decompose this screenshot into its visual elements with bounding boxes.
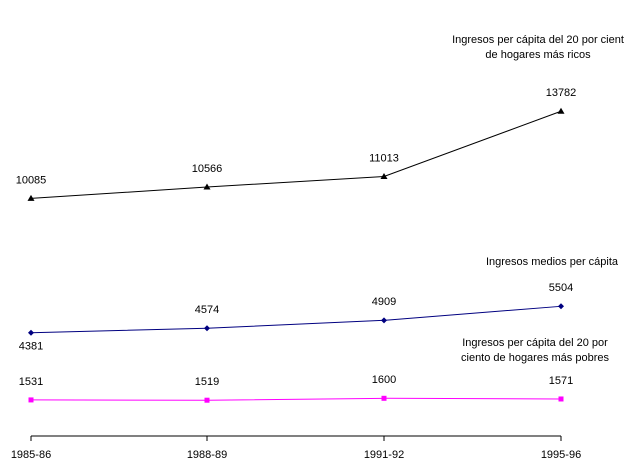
marker bbox=[204, 397, 210, 403]
data-label: 5504 bbox=[549, 282, 573, 294]
marker bbox=[204, 325, 210, 332]
marker bbox=[558, 303, 564, 310]
data-label: 1571 bbox=[549, 375, 573, 387]
line bbox=[30, 397, 562, 401]
marker bbox=[28, 329, 34, 336]
data-label: 10085 bbox=[16, 174, 47, 186]
marker bbox=[27, 194, 35, 201]
data-label: 4574 bbox=[195, 304, 219, 316]
marker bbox=[28, 397, 34, 403]
x-tick-label: 1988-89 bbox=[187, 449, 227, 461]
x-tick-label: 1991-92 bbox=[364, 449, 404, 461]
data-label: 11013 bbox=[369, 152, 399, 164]
marker bbox=[381, 317, 387, 324]
line bbox=[30, 305, 562, 334]
line bbox=[30, 110, 562, 199]
data-label: 13782 bbox=[546, 87, 577, 99]
marker bbox=[380, 173, 388, 180]
marker bbox=[203, 183, 211, 190]
series-label: Ingresos per cápita del 20 por cient de … bbox=[452, 34, 624, 61]
series-label: Ingresos medios per cápita bbox=[485, 256, 619, 268]
marker bbox=[381, 395, 387, 401]
data-label: 4381 bbox=[19, 341, 43, 353]
marker bbox=[557, 107, 565, 114]
x-tick-label: 1995-96 bbox=[541, 449, 581, 461]
data-label: 1519 bbox=[195, 376, 219, 388]
marker bbox=[558, 396, 564, 402]
series-label: Ingresos per cápita del 20 por ciento de… bbox=[461, 337, 609, 364]
data-label: 1600 bbox=[372, 374, 396, 386]
data-label: 4909 bbox=[372, 296, 396, 308]
x-tick-label: 1985-86 bbox=[11, 449, 51, 461]
data-label: 1531 bbox=[19, 376, 43, 388]
data-label: 10566 bbox=[192, 163, 223, 175]
